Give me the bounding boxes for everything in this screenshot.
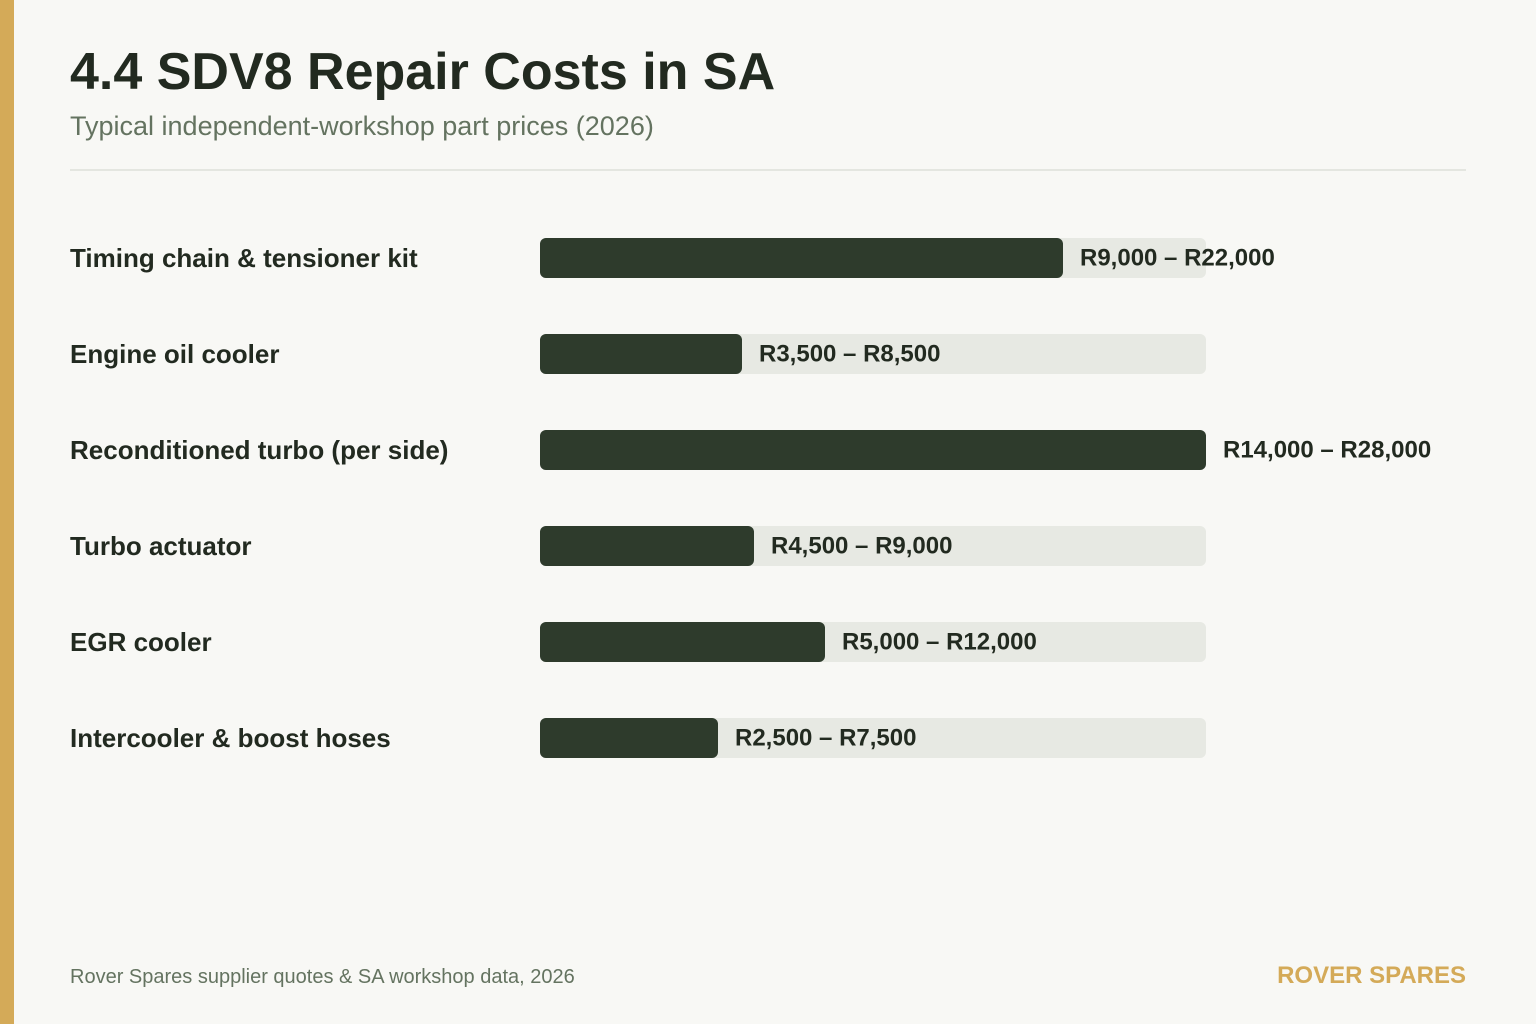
chart-title: 4.4 SDV8 Repair Costs in SA: [70, 43, 776, 101]
category-label: Engine oil cooler: [70, 339, 279, 369]
bar: [540, 622, 825, 662]
category-label: Turbo actuator: [70, 531, 252, 561]
chart-subtitle: Typical independent-workshop part prices…: [70, 111, 654, 141]
header-divider: [70, 169, 1466, 171]
value-label: R5,000 – R12,000: [842, 629, 1037, 656]
bar: [540, 334, 742, 374]
brand-logo-text: ROVER SPARES: [1277, 962, 1466, 989]
category-label: EGR cooler: [70, 627, 212, 657]
category-label: Reconditioned turbo (per side): [70, 435, 448, 465]
category-label: Timing chain & tensioner kit: [70, 243, 418, 273]
category-label: Intercooler & boost hoses: [70, 723, 391, 753]
value-label: R14,000 – R28,000: [1223, 437, 1431, 464]
value-label: R2,500 – R7,500: [735, 725, 916, 752]
value-label: R3,500 – R8,500: [759, 341, 940, 368]
value-label: R9,000 – R22,000: [1080, 245, 1275, 272]
accent-stripe: [0, 0, 14, 1024]
bar: [540, 718, 718, 758]
source-note: Rover Spares supplier quotes & SA worksh…: [70, 966, 575, 988]
value-label: R4,500 – R9,000: [771, 533, 952, 560]
bar: [540, 430, 1206, 470]
bar: [540, 526, 754, 566]
bar: [540, 238, 1063, 278]
